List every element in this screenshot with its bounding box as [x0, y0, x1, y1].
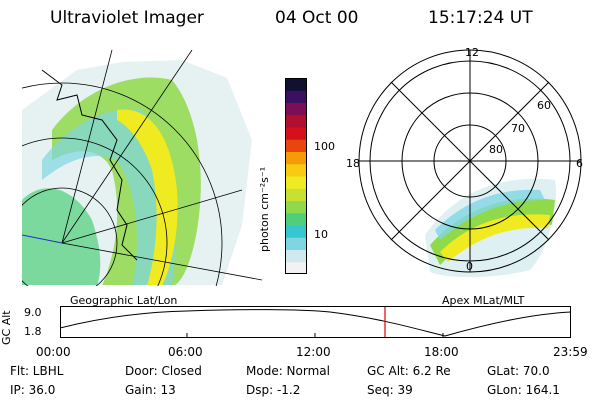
colorbar-tick-10: 10 [314, 228, 328, 241]
timeline-plot [60, 306, 572, 338]
status-seq: Seq: 39 [367, 383, 413, 397]
mlt-label-12: 12 [465, 46, 479, 59]
colorbar-segment [285, 188, 307, 201]
status-dsp: Dsp: -1.2 [246, 383, 301, 397]
colorbar-unit-label: photon cm⁻²s⁻¹ [258, 166, 271, 252]
mlat-label-60: 60 [537, 99, 551, 112]
geographic-panel-label: Geographic Lat/Lon [70, 294, 178, 307]
date-label: 04 Oct 00 [275, 8, 359, 28]
colorbar-segment [285, 139, 307, 152]
colorbar-segment [285, 102, 307, 116]
colorbar-segment [285, 225, 307, 238]
mlt-polar-plot [358, 49, 582, 278]
colorbar-segment [285, 176, 307, 189]
mlt-label-0: 0 [466, 260, 473, 273]
status-gain: Gain: 13 [125, 383, 176, 397]
mlat-label-70: 70 [511, 122, 525, 135]
colorbar-segment [285, 200, 307, 214]
colorbar-segment [285, 114, 307, 128]
timeline-ytick-9: 9.0 [24, 306, 42, 319]
colorbar-segment [285, 237, 307, 250]
colorbar [285, 78, 307, 274]
timeline-xtick-1800: 18:00 [424, 345, 459, 359]
geographic-image [22, 50, 262, 286]
colorbar-segment [285, 78, 307, 91]
status-door: Door: Closed [125, 364, 202, 378]
mlt-panel-label: Apex MLat/MLT [442, 294, 525, 307]
status-glon: GLon: 164.1 [487, 383, 560, 397]
colorbar-segment [285, 127, 307, 140]
mlt-label-6: 6 [576, 157, 583, 170]
timeline-xtick-2359: 23:59 [553, 345, 588, 359]
timeline-xtick-0000: 00:00 [36, 345, 71, 359]
time-label: 15:17:24 UT [428, 8, 533, 28]
colorbar-segment [285, 151, 307, 165]
colorbar-segment [285, 261, 307, 274]
timeline-axis-label: GC Alt [0, 310, 13, 345]
status-ip: IP: 36.0 [10, 383, 56, 397]
colorbar-segment [285, 163, 307, 177]
status-gc-alt: GC Alt: 6.2 Re [367, 364, 451, 378]
timeline-xtick-0600: 06:00 [168, 345, 203, 359]
colorbar-segment [285, 212, 307, 226]
mlt-label-18: 18 [346, 157, 360, 170]
colorbar-tick-100: 100 [314, 140, 335, 153]
status-filter: Flt: LBHL [10, 364, 64, 378]
timeline-ytick-1-8: 1.8 [24, 325, 42, 338]
timeline-xtick-1200: 12:00 [296, 345, 331, 359]
instrument-title: Ultraviolet Imager [50, 8, 204, 28]
status-glat: GLat: 70.0 [487, 364, 550, 378]
colorbar-segment [285, 90, 307, 103]
mlat-label-80: 80 [489, 143, 503, 156]
colorbar-segment [285, 249, 307, 263]
status-mode: Mode: Normal [246, 364, 330, 378]
